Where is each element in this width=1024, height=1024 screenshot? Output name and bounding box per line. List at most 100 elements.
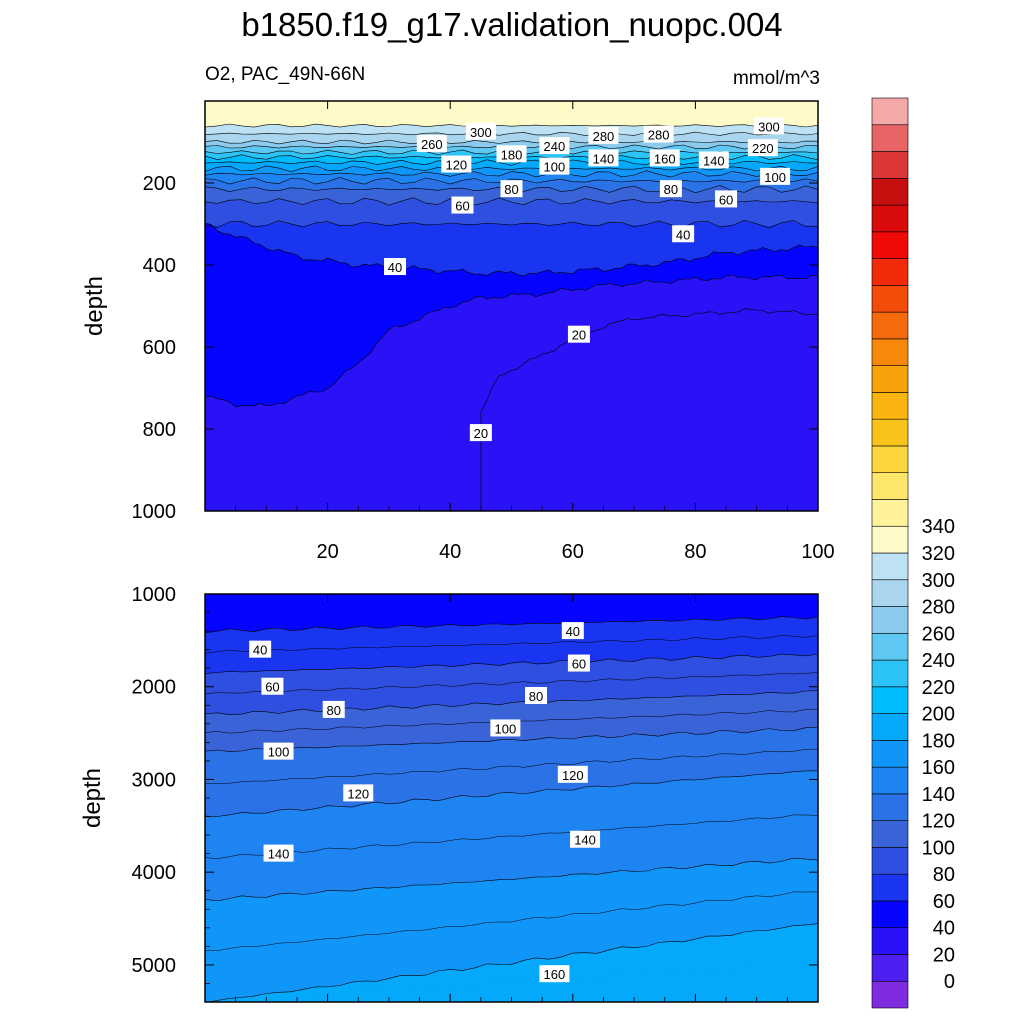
colorbar-swatch xyxy=(871,311,909,340)
colorbar-swatch xyxy=(871,151,909,179)
colorbar-label: 120 xyxy=(922,811,955,833)
colorbar-label: 60 xyxy=(933,891,955,913)
contour-label-text: 260 xyxy=(421,137,443,152)
y-tick-label: 3000 xyxy=(132,769,177,791)
contour-label: 80 xyxy=(322,700,345,718)
contour-label-box xyxy=(261,677,284,695)
contour-line-20 xyxy=(205,274,818,408)
colorbar-label: 340 xyxy=(922,516,955,538)
colorbar-label: 240 xyxy=(922,650,955,672)
contour-label-box xyxy=(539,137,570,155)
contour-label: 120 xyxy=(343,784,374,802)
colorbar-swatch xyxy=(871,124,909,152)
colorbar-swatch xyxy=(871,632,909,661)
contour-label-text: 20 xyxy=(474,426,488,441)
y-tick-label: 600 xyxy=(143,337,176,359)
contour-label-text: 180 xyxy=(501,147,523,162)
colorbar-swatch xyxy=(871,659,909,688)
chart-title: b1850.f19_g17.validation_nuopc.004 xyxy=(241,6,782,43)
contour-label-box xyxy=(343,784,374,802)
colorbar-swatch xyxy=(871,980,909,1009)
contour-label-text: 220 xyxy=(752,141,774,156)
x-tick-label: 100 xyxy=(801,541,834,563)
contour-line-80 xyxy=(205,690,818,716)
contour-label: 300 xyxy=(753,117,784,135)
contour-label-box xyxy=(384,258,407,276)
contour-label-box xyxy=(490,719,521,737)
contour-label: 40 xyxy=(561,622,584,640)
contour-label-box xyxy=(561,622,584,640)
colorbar-label: 260 xyxy=(922,623,955,645)
contour-label: 120 xyxy=(557,765,588,783)
contour-label-text: 100 xyxy=(495,721,517,736)
contour-label: 240 xyxy=(539,137,570,155)
colorbar-label: 200 xyxy=(922,704,955,726)
contour-label: 120 xyxy=(441,155,472,173)
contour-line-150 xyxy=(205,891,818,951)
contour-label: 60 xyxy=(261,677,284,695)
contour-line-160 xyxy=(205,165,818,173)
contour-label-text: 80 xyxy=(529,689,543,704)
contour-label: 180 xyxy=(496,145,527,163)
upper-panel: 300 280 280 300 260 240 220 180 140 160 140 120 100 1… xyxy=(81,100,835,563)
colorbar-label: 280 xyxy=(922,597,955,619)
upper-axis-ticks: 20 40 60 80 100 200 400 600 800 1000 xyxy=(132,101,835,563)
colorbar-swatch xyxy=(871,740,909,768)
contour-label-text: 80 xyxy=(326,703,340,718)
colorbar-swatch xyxy=(871,525,909,554)
contour-label-text: 100 xyxy=(764,170,786,185)
units-label: mmol/m^3 xyxy=(733,68,820,89)
colorbar-swatch xyxy=(871,177,909,206)
lower-panel: 40 40 60 60 80 80 100 100 120 120 140 140 160 1000 20… xyxy=(79,584,819,1003)
contour-label: 220 xyxy=(747,139,778,157)
band-fill xyxy=(205,594,818,633)
contour-label-box xyxy=(539,965,570,983)
contour-label: 40 xyxy=(384,258,407,276)
contour-label-box xyxy=(659,180,682,198)
contour-label-box xyxy=(263,742,294,760)
contour-label-text: 100 xyxy=(544,160,566,175)
contour-label-box xyxy=(649,149,680,167)
colorbar-swatch xyxy=(871,552,909,581)
band-fill xyxy=(205,814,818,903)
contour-line-140 xyxy=(205,857,818,902)
contour-label-box xyxy=(643,125,674,143)
contour-line-40 xyxy=(205,616,818,634)
contour-label-box xyxy=(753,117,784,135)
contour-label-box xyxy=(588,149,619,167)
contour-label-box xyxy=(322,700,345,718)
colorbar-swatch xyxy=(871,713,909,741)
band-fill xyxy=(205,616,818,656)
contour-label-box xyxy=(416,135,447,153)
contour-label-text: 40 xyxy=(676,227,690,242)
contour-label-box xyxy=(451,196,474,214)
colorbar-swatch xyxy=(871,418,909,447)
contour-line-120 xyxy=(205,770,818,817)
contour-label-text: 120 xyxy=(562,768,584,783)
upper-y-axis-label: depth xyxy=(81,276,108,336)
colorbar-swatch xyxy=(871,900,909,929)
contour-line-160 xyxy=(205,923,818,1002)
contour-label: 100 xyxy=(760,167,791,185)
contour-label-box xyxy=(567,325,590,343)
contour-label-text: 280 xyxy=(593,129,615,144)
colorbar-swatch xyxy=(871,258,909,286)
contour-label-text: 120 xyxy=(445,158,467,173)
left-subtitle: O2, PAC_49N-66N xyxy=(205,64,365,85)
contour-label: 160 xyxy=(539,965,570,983)
colorbar-swatch xyxy=(871,499,909,527)
band-fill-40-60 xyxy=(205,221,818,276)
band-fill xyxy=(205,770,818,861)
colorbar-swatch xyxy=(871,793,909,821)
colorbar-label: 180 xyxy=(922,730,955,752)
contour-label: 160 xyxy=(649,149,680,167)
contour-label-text: 80 xyxy=(504,182,518,197)
contour-label-box xyxy=(588,126,619,144)
contour-label-text: 100 xyxy=(268,745,290,760)
contour-label-text: 20 xyxy=(572,328,586,343)
colorbar-label: 140 xyxy=(922,784,955,806)
colorbar-swatch xyxy=(871,766,909,795)
contour-label: 60 xyxy=(567,654,590,672)
contour-label-text: 140 xyxy=(268,847,290,862)
contour-label: 40 xyxy=(249,640,272,658)
